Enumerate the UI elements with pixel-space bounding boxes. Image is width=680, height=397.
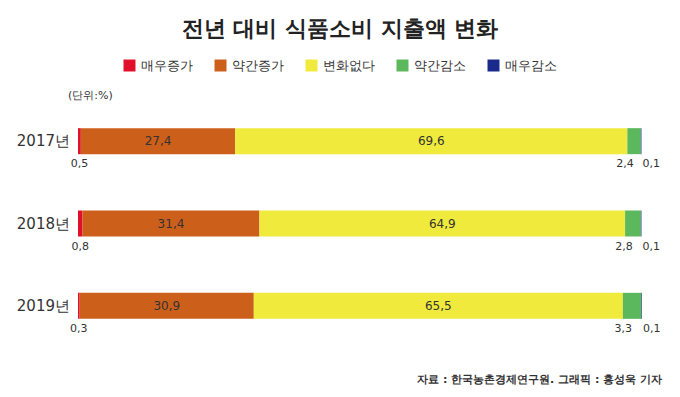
svg-text:(단위:%): (단위:%) [68, 89, 113, 102]
svg-text:0,1: 0,1 [642, 240, 660, 253]
svg-text:0,1: 0,1 [643, 322, 661, 335]
svg-text:2018년: 2018년 [17, 215, 70, 233]
svg-text:자료 : 한국농촌경제연구원. 그래픽 : 홍성욱 기자: 자료 : 한국농촌경제연구원. 그래픽 : 홍성욱 기자 [417, 373, 662, 386]
svg-text:약간증가: 약간증가 [232, 58, 284, 73]
svg-text:변화없다: 변화없다 [323, 58, 375, 73]
svg-text:약간감소: 약간감소 [414, 58, 466, 73]
svg-text:27,4: 27,4 [145, 134, 172, 148]
svg-text:3,3: 3,3 [614, 322, 632, 335]
svg-text:2,4: 2,4 [616, 157, 634, 170]
svg-text:69,6: 69,6 [418, 134, 445, 148]
svg-text:64,9: 64,9 [429, 217, 456, 231]
svg-text:0,8: 0,8 [72, 240, 90, 253]
svg-text:매우감소: 매우감소 [505, 58, 557, 73]
svg-text:0,5: 0,5 [71, 157, 89, 170]
svg-text:2017년: 2017년 [17, 132, 70, 150]
svg-text:30,9: 30,9 [153, 299, 180, 313]
svg-text:65,5: 65,5 [425, 299, 452, 313]
svg-text:31,4: 31,4 [158, 217, 185, 231]
svg-text:2,8: 2,8 [615, 240, 633, 253]
svg-text:0,3: 0,3 [70, 322, 88, 335]
svg-text:매우증가: 매우증가 [141, 58, 193, 73]
svg-text:전년 대비 식품소비 지출액 변화: 전년 대비 식품소비 지출액 변화 [182, 16, 499, 41]
svg-text:0,1: 0,1 [642, 157, 660, 170]
svg-text:2019년: 2019년 [17, 297, 70, 315]
